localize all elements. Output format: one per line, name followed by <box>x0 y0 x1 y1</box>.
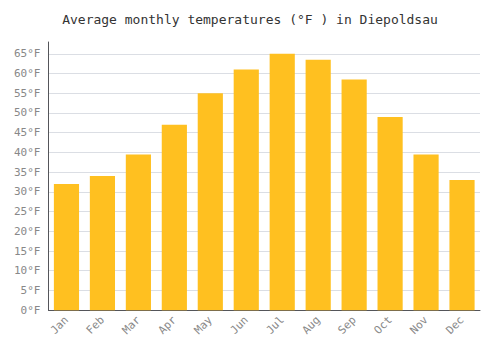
svg-text:Nov: Nov <box>407 313 430 336</box>
svg-text:5°F: 5°F <box>21 284 41 297</box>
svg-text:65°F: 65°F <box>14 47 41 60</box>
svg-text:Mar: Mar <box>120 313 143 336</box>
svg-text:Sep: Sep <box>336 314 359 337</box>
svg-text:Jan: Jan <box>48 314 71 337</box>
svg-text:Jul: Jul <box>264 314 287 337</box>
svg-text:30°F: 30°F <box>14 185 41 198</box>
svg-text:45°F: 45°F <box>14 126 41 139</box>
svg-text:Aug: Aug <box>300 314 323 337</box>
svg-text:Jun: Jun <box>228 314 251 337</box>
svg-text:50°F: 50°F <box>14 106 41 119</box>
svg-text:60°F: 60°F <box>14 67 41 80</box>
svg-text:Apr: Apr <box>156 313 179 336</box>
svg-text:20°F: 20°F <box>14 225 41 238</box>
svg-text:Oct: Oct <box>371 314 394 337</box>
svg-text:Feb: Feb <box>84 314 107 337</box>
svg-text:May: May <box>192 313 215 336</box>
svg-text:0°F: 0°F <box>21 304 41 317</box>
svg-text:55°F: 55°F <box>14 87 41 100</box>
svg-text:40°F: 40°F <box>14 146 41 159</box>
svg-text:Dec: Dec <box>443 314 466 337</box>
svg-text:Average monthly temperatures (: Average monthly temperatures (°F ) in Di… <box>62 12 438 27</box>
svg-text:15°F: 15°F <box>14 245 41 258</box>
svg-text:35°F: 35°F <box>14 166 41 179</box>
svg-text:10°F: 10°F <box>14 264 41 277</box>
svg-text:25°F: 25°F <box>14 205 41 218</box>
